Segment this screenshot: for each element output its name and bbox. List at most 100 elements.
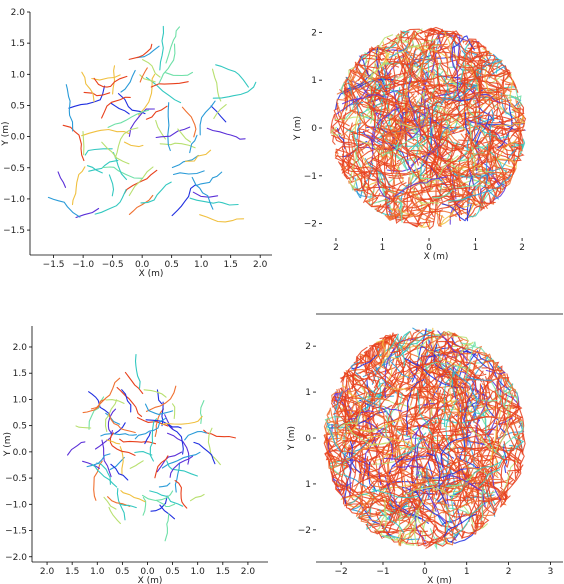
y-tick-label: 1 bbox=[305, 480, 311, 490]
trajectory-line bbox=[390, 84, 405, 128]
trajectory-line bbox=[416, 336, 429, 373]
trajectory-line bbox=[207, 427, 221, 466]
y-tick-label: −0.5 bbox=[5, 474, 27, 484]
trajectory-line bbox=[67, 441, 86, 456]
trajectory-line bbox=[343, 475, 368, 488]
trajectory-line bbox=[469, 467, 474, 505]
trajectory-line bbox=[181, 106, 197, 138]
trajectory-line bbox=[377, 72, 408, 84]
trajectory-line bbox=[396, 330, 435, 349]
y-tick-label: 0.5 bbox=[13, 422, 27, 432]
trajectory-line bbox=[426, 190, 490, 205]
trajectory-line bbox=[430, 333, 469, 342]
trajectory-line bbox=[159, 142, 196, 149]
trajectory-line bbox=[159, 25, 165, 71]
trajectory-line bbox=[488, 483, 507, 503]
y-tick-label: 0 bbox=[311, 124, 317, 134]
trajectory-line bbox=[206, 127, 246, 140]
trajectory-line bbox=[380, 372, 398, 399]
trajectory-line bbox=[373, 433, 384, 466]
trajectory-line bbox=[442, 509, 466, 539]
trajectory-line bbox=[101, 439, 112, 478]
x-tick-label: 1.5 bbox=[216, 567, 230, 577]
trajectory-line bbox=[156, 451, 183, 473]
trajectory-line bbox=[137, 73, 156, 116]
trajectory-line bbox=[398, 481, 420, 511]
x-tick-label: 2.0 bbox=[253, 260, 268, 270]
trajectory-line bbox=[407, 99, 426, 141]
trajectory-line bbox=[365, 437, 400, 473]
x-tick-label: 1.5 bbox=[65, 567, 79, 577]
trajectory-line bbox=[352, 400, 365, 440]
trajectory-line bbox=[346, 409, 366, 413]
trajectory-line bbox=[119, 438, 157, 445]
trajectory-line bbox=[338, 397, 380, 430]
y-tick-label: 1.5 bbox=[13, 369, 27, 379]
trajectory-line bbox=[424, 29, 438, 46]
trajectory-line bbox=[465, 120, 510, 140]
trajectory-line bbox=[505, 109, 525, 122]
trajectory-line bbox=[332, 395, 362, 408]
trajectory-line bbox=[442, 364, 479, 400]
trajectory-line bbox=[402, 28, 433, 35]
trajectory-line bbox=[464, 54, 473, 91]
trajectory-line bbox=[469, 515, 485, 535]
trajectory-line bbox=[84, 148, 113, 156]
trajectory-line bbox=[493, 69, 518, 90]
trajectory-line bbox=[355, 489, 392, 518]
x-tick-label: 1 bbox=[380, 243, 386, 253]
trajectory-line bbox=[448, 426, 485, 432]
trajectory-line bbox=[450, 341, 474, 363]
x-tick-label: 1.5 bbox=[224, 260, 238, 270]
trajectory-line bbox=[164, 512, 170, 542]
trajectory-line bbox=[377, 177, 391, 200]
trajectory-line bbox=[107, 109, 150, 128]
trajectory-line bbox=[348, 425, 385, 459]
trajectory-line bbox=[331, 394, 354, 444]
trajectory-line bbox=[355, 190, 376, 198]
trajectory-line bbox=[480, 196, 485, 212]
trajectory-line bbox=[398, 147, 438, 179]
y-tick-label: −1 bbox=[304, 172, 317, 182]
trajectory-line bbox=[108, 413, 136, 434]
trajectory-line bbox=[401, 146, 442, 174]
trajectory-line bbox=[434, 476, 486, 494]
trajectory-line bbox=[389, 43, 409, 59]
y-tick-label: 1 bbox=[305, 388, 311, 398]
trajectory-line bbox=[371, 488, 419, 499]
trajectory-line bbox=[379, 345, 397, 361]
trajectory-line bbox=[451, 370, 456, 397]
trajectory-line bbox=[409, 412, 444, 421]
trajectory-line bbox=[435, 160, 457, 171]
y-tick-label: 2 bbox=[305, 342, 311, 352]
trajectory-line bbox=[408, 192, 422, 212]
trajectory-line bbox=[108, 506, 121, 525]
trajectory-line bbox=[459, 386, 465, 431]
trajectory-line bbox=[446, 408, 501, 440]
trajectory-line bbox=[414, 198, 435, 221]
trajectory-line bbox=[128, 108, 155, 137]
trajectory-line bbox=[353, 349, 370, 370]
trajectory-line bbox=[433, 389, 442, 419]
trajectory-line bbox=[345, 424, 393, 446]
trajectory-line bbox=[93, 75, 128, 88]
trajectory-line bbox=[379, 481, 402, 489]
trajectory-line bbox=[369, 472, 414, 487]
trajectory-line bbox=[491, 58, 502, 74]
trajectory-line bbox=[328, 407, 338, 442]
trajectory-line bbox=[394, 437, 425, 459]
trajectory-line bbox=[65, 84, 74, 132]
trajectory-line bbox=[144, 431, 151, 445]
trajectory-line bbox=[360, 419, 403, 433]
trajectory-line bbox=[464, 197, 489, 209]
trajectory-line bbox=[431, 168, 472, 189]
x-tick-label: 2 bbox=[519, 243, 525, 253]
trajectory-line bbox=[361, 408, 376, 465]
trajectory-line bbox=[422, 524, 448, 547]
trajectory-group bbox=[323, 327, 526, 551]
trajectory-line bbox=[466, 117, 492, 156]
trajectory-line bbox=[192, 191, 219, 198]
trajectory-line bbox=[90, 377, 121, 410]
trajectory-line bbox=[441, 202, 472, 222]
trajectory-line bbox=[503, 441, 520, 472]
